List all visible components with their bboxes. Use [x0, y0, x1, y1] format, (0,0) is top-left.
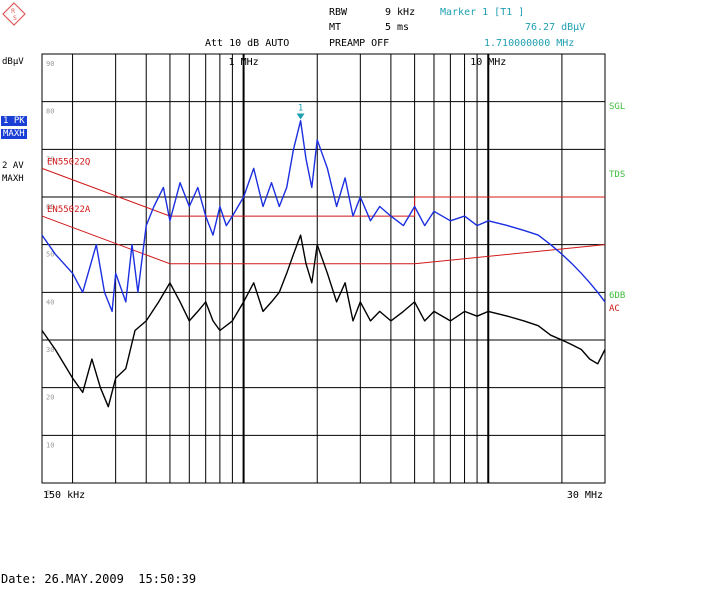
x-tick-label: 1 MHz [229, 57, 259, 68]
rohde-schwarz-logo-icon: R S [2, 2, 26, 26]
marker-frequency: 1.710000000 MHz [484, 38, 575, 49]
mt-value: 5 ms [385, 22, 410, 33]
trace1-detector-badge: MAXH [1, 129, 27, 139]
x-tick-label: 150 kHz [43, 490, 85, 501]
tdf-indicator: TDS [609, 170, 626, 180]
y-tick-label: 70 [46, 155, 54, 163]
limit-line-label: EN55022Q [47, 157, 90, 167]
timestamp: Date: 26.MAY.2009 15:50:39 [1, 572, 197, 586]
marker-label: 1 [298, 103, 303, 113]
y-tick-label: 60 [46, 203, 54, 211]
y-tick-label: 80 [46, 108, 54, 116]
limit-line-label: EN55022A [47, 205, 91, 215]
marker-triangle [296, 113, 305, 120]
svg-text:R: R [11, 8, 15, 15]
6db-indicator: 6DB [609, 291, 626, 301]
marker-title: Marker 1 [T1 ] [440, 7, 525, 18]
limit-line [41, 215, 606, 265]
preamp-text: PREAMP OFF [329, 38, 390, 49]
rbw-value: 9 kHz [385, 7, 416, 18]
attenuation-text: Att 10 dB AUTO [205, 38, 290, 49]
limit-lines: EN55022Q EN55022A [41, 157, 606, 265]
y-tick-labels: 0 10 20 30 40 50 60 70 80 90 [46, 60, 54, 497]
x-tick-label: 10 MHz [470, 57, 506, 68]
y-tick-label: 40 [46, 298, 54, 306]
marker-group: 1 [296, 103, 305, 120]
rbw-label: RBW [329, 7, 348, 18]
y-tick-label: 30 [46, 346, 54, 354]
y-tick-label: 90 [46, 60, 54, 68]
trace2-detector-label: MAXH [2, 174, 24, 184]
x-tick-labels: 150 kHz 1 MHz 10 MHz 30 MHz [43, 57, 603, 501]
y-tick-label: 10 [46, 441, 54, 449]
marker-level: 76.27 dBµV [525, 22, 586, 33]
unit-label: dBµV [2, 57, 24, 67]
svg-text:S: S [13, 15, 17, 22]
trace2-mode-label: 2 AV [2, 161, 24, 171]
limit-line [41, 167, 605, 217]
trace-line [41, 119, 606, 313]
ac-indicator: AC [609, 304, 620, 314]
chart-grid [41, 53, 606, 484]
x-tick-label: 30 MHz [567, 490, 603, 501]
y-tick-label: 20 [46, 394, 54, 402]
sgl-indicator: SGL [609, 102, 626, 112]
trace-lines [41, 119, 606, 408]
plot-frame [41, 53, 606, 484]
trace-line [41, 234, 606, 408]
trace1-mode-badge: 1 PK [1, 116, 27, 126]
y-tick-label: 0 [46, 489, 50, 497]
y-tick-label: 50 [46, 251, 54, 259]
mt-label: MT [329, 22, 342, 33]
